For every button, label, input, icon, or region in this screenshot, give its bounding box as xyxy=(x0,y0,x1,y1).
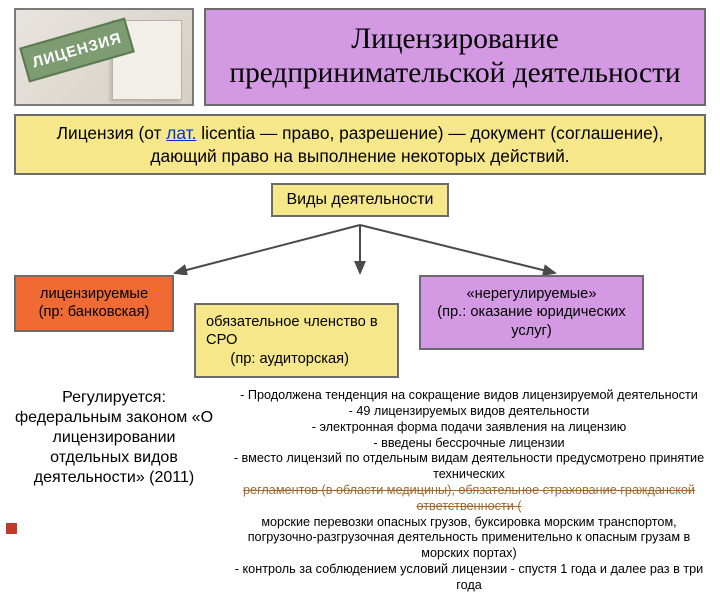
column-sro-line1: обязательное членство в СРО xyxy=(206,313,387,350)
bullet-line: - 49 лицензируемых видов деятельности xyxy=(232,404,706,420)
bullet-line: морские перевозки опасных грузов, буксир… xyxy=(232,515,706,562)
types-text: Виды деятельности xyxy=(287,191,434,208)
regulation-block: Регулируется: федеральным законом «О лиц… xyxy=(14,388,214,488)
header-image-placeholder: ЛИЦЕНЗИЯ xyxy=(14,8,194,106)
column-licensed-line2: (пр: банковская) xyxy=(26,303,162,321)
header-row: ЛИЦЕНЗИЯ Лицензирование предпринимательс… xyxy=(0,0,720,110)
column-sro-line2: (пр: аудиторская) xyxy=(206,350,387,368)
definition-pre: Лицензия (от xyxy=(57,123,167,143)
regulation-title: Регулируется: xyxy=(14,388,214,408)
bullet-line: - контроль за соблюдением условий лиценз… xyxy=(232,562,706,594)
branching-arrows xyxy=(100,219,620,275)
types-box: Виды деятельности xyxy=(271,183,450,217)
bottom-row: Регулируется: федеральным законом «О лиц… xyxy=(0,378,720,594)
corner-square-icon xyxy=(6,523,17,534)
definition-post: licentia — право, разрешение) — документ… xyxy=(150,123,663,166)
column-unregulated-line2: (пр.: оказание юридических услуг) xyxy=(431,303,632,340)
slide-title: Лицензирование предпринимательской деяте… xyxy=(204,8,706,106)
bullet-line: - Продолжена тенденция на сокращение вид… xyxy=(232,388,706,404)
column-licensed: лицензируемые (пр: банковская) xyxy=(14,275,174,332)
types-row: Виды деятельности xyxy=(0,183,720,217)
slide-title-text: Лицензирование предпринимательской деяте… xyxy=(216,23,694,90)
latin-link[interactable]: лат. xyxy=(166,123,196,143)
bullet-line: - введены бессрочные лицензии xyxy=(232,436,706,452)
bullet-line: - электронная форма подачи заявления на … xyxy=(232,420,706,436)
column-licensed-line1: лицензируемые xyxy=(26,285,162,303)
column-unregulated: «нерегулируемые» (пр.: оказание юридичес… xyxy=(419,275,644,350)
column-sro: обязательное членство в СРО (пр: аудитор… xyxy=(194,303,399,378)
regulation-body: федеральным законом «О лицензировании от… xyxy=(14,408,214,488)
definition-box: Лицензия (от лат. licentia — право, разр… xyxy=(14,114,706,175)
bullet-line: регламентов (в области медицины), обязат… xyxy=(232,483,706,515)
column-unregulated-line1: «нерегулируемые» xyxy=(431,285,632,303)
bullets-block: - Продолжена тенденция на сокращение вид… xyxy=(232,388,706,594)
three-columns: лицензируемые (пр: банковская) обязатель… xyxy=(0,275,720,378)
bullet-line: - вместо лицензий по отдельным видам дея… xyxy=(232,451,706,483)
